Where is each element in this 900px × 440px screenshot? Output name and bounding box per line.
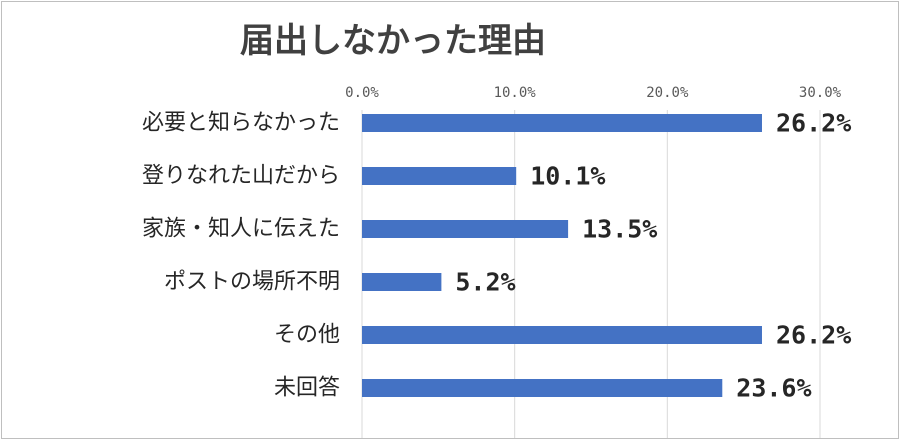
value-labels: 26.2% 10.1% 13.5% 5.2% 26.2% 23.6% (455, 109, 851, 403)
bar (362, 273, 442, 291)
category-label: 必要と知らなかった (142, 111, 340, 136)
x-tick-label: 10.0% (494, 85, 537, 101)
category-label: 家族・知人に伝えた (142, 217, 340, 242)
data-label: 5.2% (455, 268, 515, 297)
data-label: 26.2% (776, 321, 851, 350)
category-label: その他 (274, 323, 340, 348)
category-label: ポストの場所不明 (164, 270, 340, 295)
category-labels: 必要と知らなかった登りなれた山だから家族・知人に伝えたポストの場所不明その他未回… (142, 111, 340, 401)
x-tick-label: 20.0% (646, 85, 689, 101)
category-label: 登りなれた山だから (142, 164, 340, 189)
data-label: 23.6% (736, 374, 811, 403)
data-label: 10.1% (530, 162, 605, 191)
bar (362, 220, 569, 238)
x-tick-label: 30.0% (799, 85, 842, 101)
category-label: 未回答 (274, 376, 340, 401)
data-label: 26.2% (776, 109, 851, 138)
chart-title: 届出しなかった理由 (240, 21, 546, 61)
x-axis-tick-labels: 0.0% 10.0% 20.0% 30.0% (345, 85, 841, 101)
bar (362, 114, 762, 132)
bars (362, 114, 762, 397)
bar (362, 379, 723, 397)
data-label: 13.5% (582, 215, 657, 244)
bar (362, 167, 517, 185)
bar (362, 326, 762, 344)
x-tick-label: 0.0% (345, 85, 379, 101)
